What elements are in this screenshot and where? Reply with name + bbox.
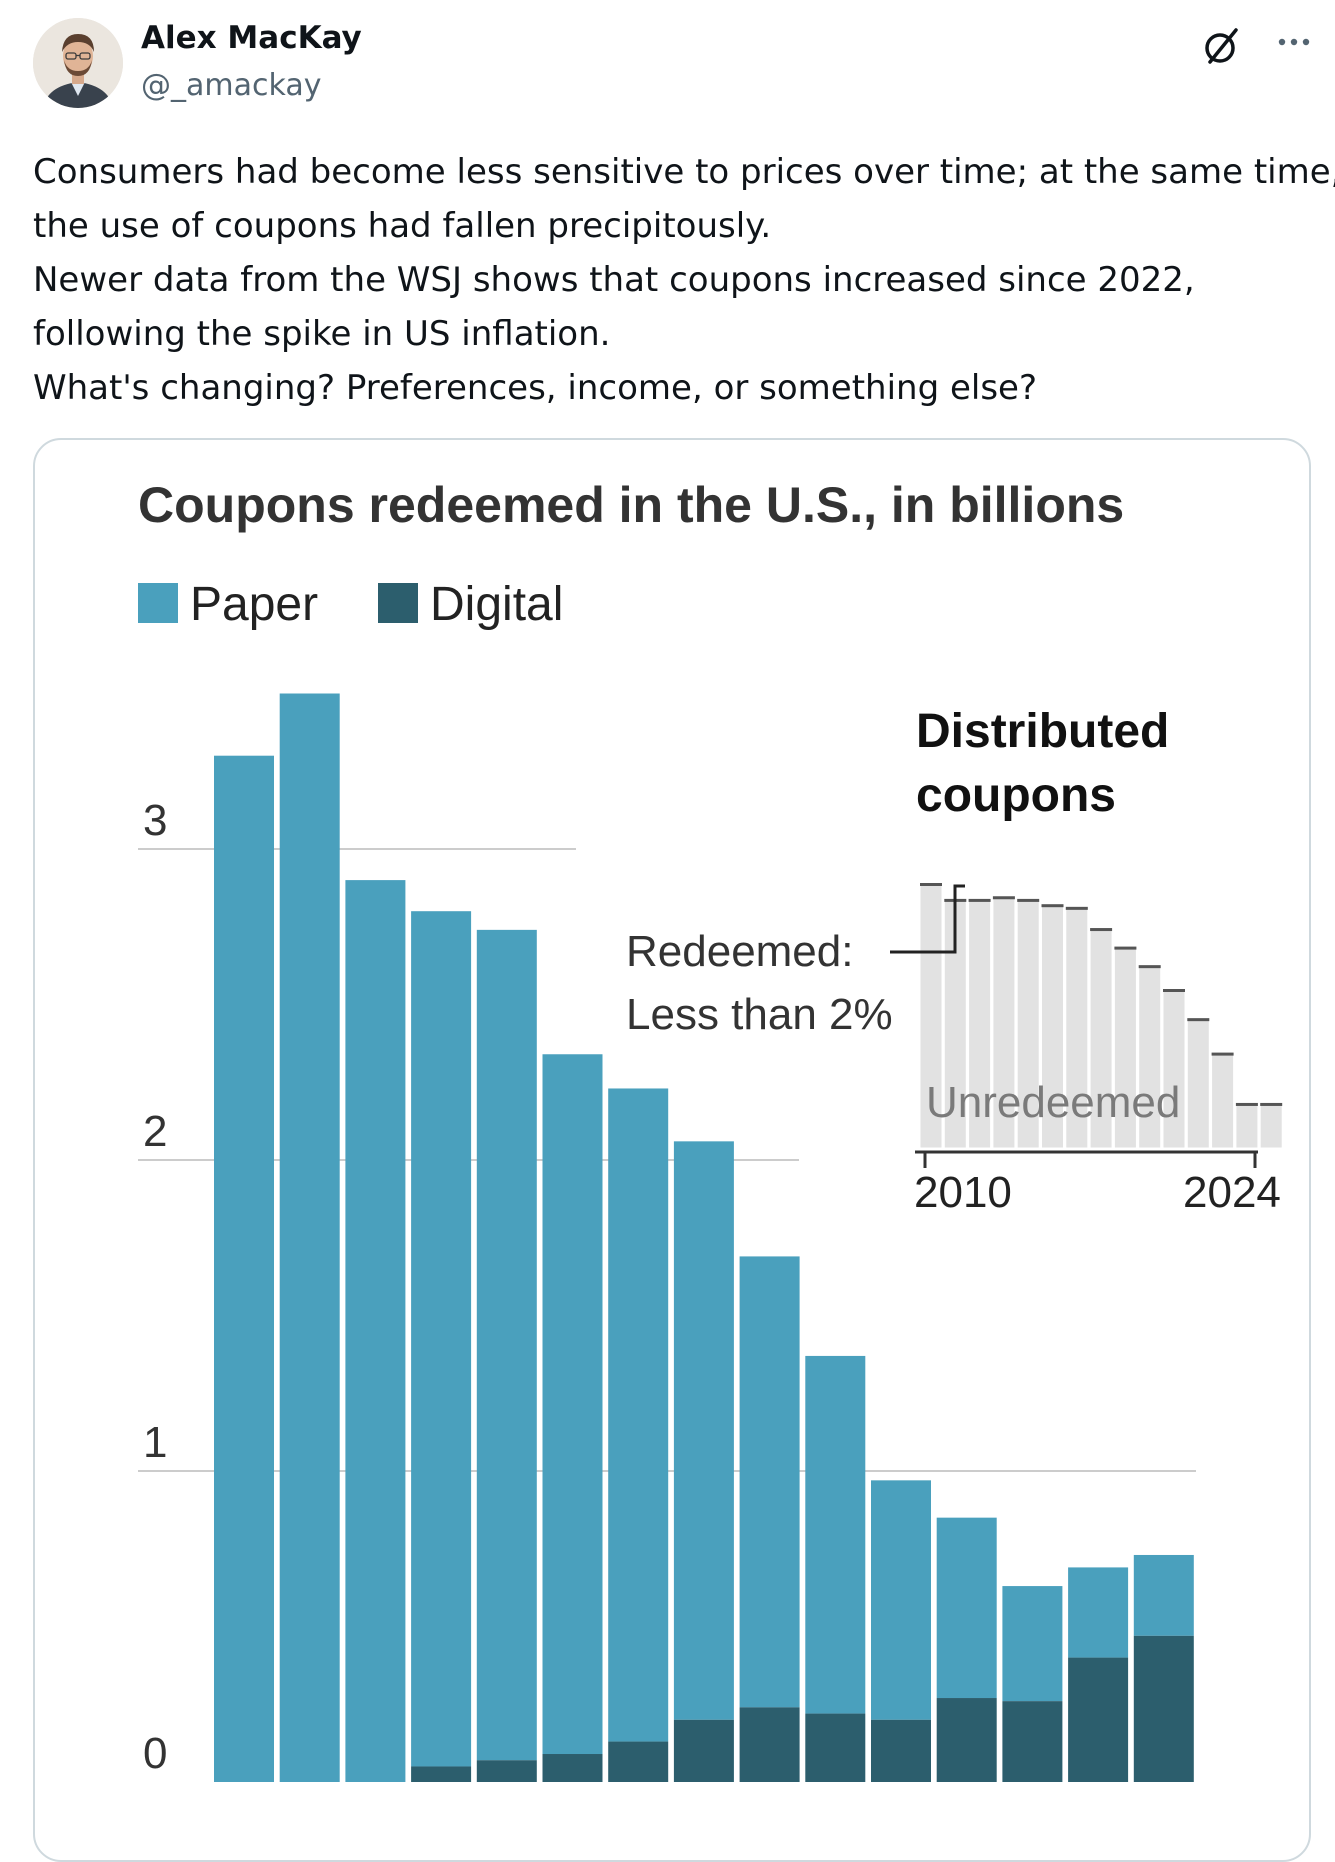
inset-bar-redeemed	[968, 898, 991, 902]
bar-digital	[476, 1760, 537, 1782]
tweet-text-line: What's changing? Preferences, income, or…	[33, 368, 1038, 408]
inset-annotation-unredeemed: Unredeemed	[926, 1078, 1180, 1127]
more-icon	[1278, 38, 1310, 46]
inset-chart: Distributed coupons Unredeemed Redeemed:…	[626, 705, 1283, 1217]
bar-digital	[608, 1741, 669, 1782]
tweet-text: Consumers had become less sensitive to p…	[33, 145, 1335, 415]
bar-paper	[345, 880, 406, 1782]
bar-paper	[871, 1480, 931, 1720]
bar-digital	[411, 1766, 472, 1782]
bar-paper	[1068, 1567, 1129, 1658]
bar-paper	[673, 1141, 734, 1720]
bar-digital	[542, 1754, 603, 1782]
inset-bar-redeemed	[992, 896, 1015, 900]
y-tick-label: 0	[143, 1729, 167, 1778]
inset-bar-redeemed	[920, 883, 942, 886]
legend-swatch-digital	[378, 583, 418, 623]
tweet-post: Alex MacKay @_amackay Consumers had beco…	[33, 18, 1335, 1862]
inset-annotation-redeemed: Redeemed:	[626, 927, 853, 976]
legend-swatch-paper	[138, 583, 178, 623]
inset-bar-redeemed	[1090, 928, 1113, 932]
avatar-photo	[33, 18, 123, 108]
tweet-text-line: following the spike in US inflation.	[33, 314, 611, 354]
bar-paper	[411, 911, 472, 1767]
inset-bar-redeemed	[1114, 946, 1137, 950]
inset-title-line: Distributed	[916, 705, 1169, 758]
chart: Coupons redeemed in the U.S., in billion…	[138, 477, 1283, 1783]
tweet-text-line: the use of coupons had fallen precipitou…	[33, 206, 772, 246]
inset-bar-unredeemed	[1113, 946, 1137, 1149]
y-tick-label: 2	[143, 1107, 167, 1156]
more-button[interactable]	[1264, 22, 1324, 66]
bar-paper	[279, 693, 340, 1782]
tweet-text-line: Newer data from the WSJ shows that coupo…	[33, 260, 1195, 300]
bar-digital	[1133, 1635, 1194, 1782]
inset-bar-unredeemed	[1259, 1102, 1283, 1149]
bar-digital	[871, 1719, 931, 1782]
inset-bar-redeemed	[1138, 965, 1161, 969]
grok-button[interactable]	[1198, 22, 1246, 70]
bar-digital	[1002, 1701, 1063, 1782]
inset-bar-redeemed	[1163, 989, 1185, 992]
inset-bar-unredeemed	[1211, 1052, 1235, 1149]
inset-annotation-percent: Less than 2%	[626, 990, 893, 1039]
bar-paper	[608, 1088, 669, 1742]
bar-digital	[739, 1707, 800, 1782]
bar-digital	[936, 1698, 997, 1782]
author-name[interactable]: Alex MacKay	[141, 20, 362, 56]
inset-x-label-end: 2024	[1183, 1168, 1281, 1217]
avatar[interactable]	[33, 18, 123, 108]
inset-x-label-start: 2010	[914, 1168, 1012, 1217]
inset-title-line: coupons	[916, 769, 1116, 822]
inset-bar-redeemed	[1211, 1052, 1234, 1056]
inset-bar-redeemed	[1041, 904, 1064, 908]
bar-paper	[936, 1517, 997, 1699]
inset-bar-unredeemed	[1065, 906, 1089, 1149]
author-handle[interactable]: @_amackay	[141, 68, 322, 103]
inset-annotation-leader	[890, 884, 965, 954]
inset-bar-unredeemed	[1235, 1102, 1259, 1149]
bar-digital	[673, 1719, 734, 1782]
bar-paper	[1002, 1586, 1063, 1702]
chart-title: Coupons redeemed in the U.S., in billion…	[138, 477, 1124, 533]
bar-paper	[805, 1355, 866, 1714]
y-tick-label: 3	[143, 796, 167, 845]
inset-bar-unredeemed	[1186, 1017, 1210, 1149]
legend-label-paper: Paper	[190, 578, 318, 631]
bar-digital	[1068, 1657, 1129, 1782]
grok-icon	[1205, 28, 1238, 64]
inset-bar-redeemed	[1187, 1018, 1210, 1022]
inset-bar-redeemed	[1065, 906, 1088, 910]
y-tick-label: 1	[143, 1418, 167, 1467]
bar-paper	[542, 1054, 603, 1755]
media-card[interactable]: Coupons redeemed in the U.S., in billion…	[33, 438, 1311, 1862]
bar-paper	[214, 755, 274, 1783]
bar-paper	[739, 1256, 800, 1708]
bar-paper	[1133, 1554, 1194, 1636]
inset-bar-redeemed	[1017, 898, 1040, 902]
legend-label-digital: Digital	[430, 578, 563, 631]
bar-digital	[805, 1713, 866, 1782]
inset-bar-redeemed	[1260, 1102, 1283, 1106]
inset-bar-redeemed	[1235, 1102, 1258, 1106]
tweet-text-line: Consumers had become less sensitive to p…	[33, 152, 1335, 192]
bar-paper	[476, 929, 537, 1761]
